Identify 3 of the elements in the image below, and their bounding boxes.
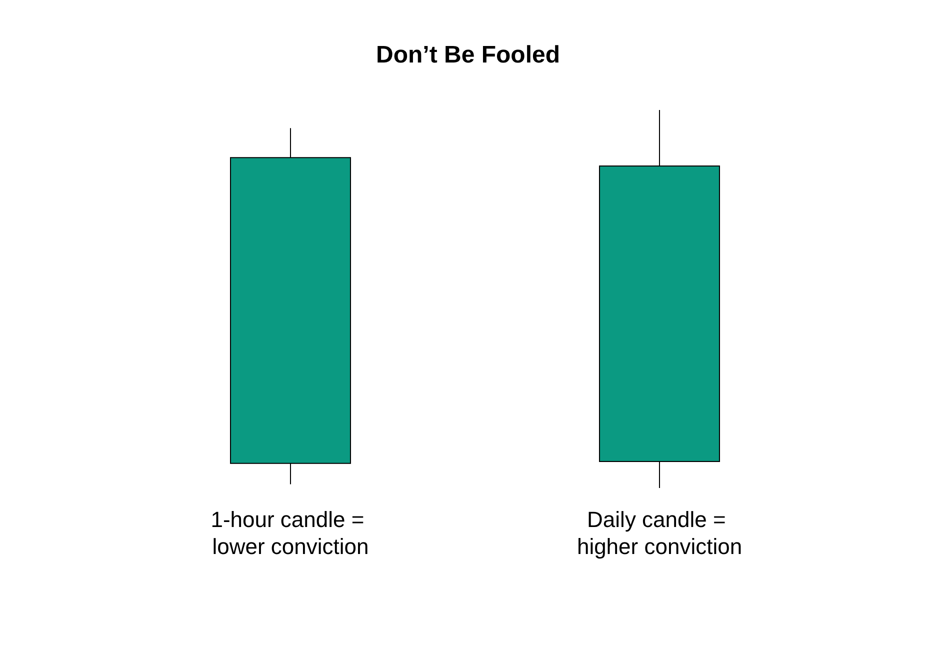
chart-title: Don’t Be Fooled	[376, 42, 560, 68]
x-tick-label: Daily candle = higher conviction	[576, 507, 742, 559]
x-tick-label: 1-hour candle = lower conviction	[210, 507, 370, 559]
